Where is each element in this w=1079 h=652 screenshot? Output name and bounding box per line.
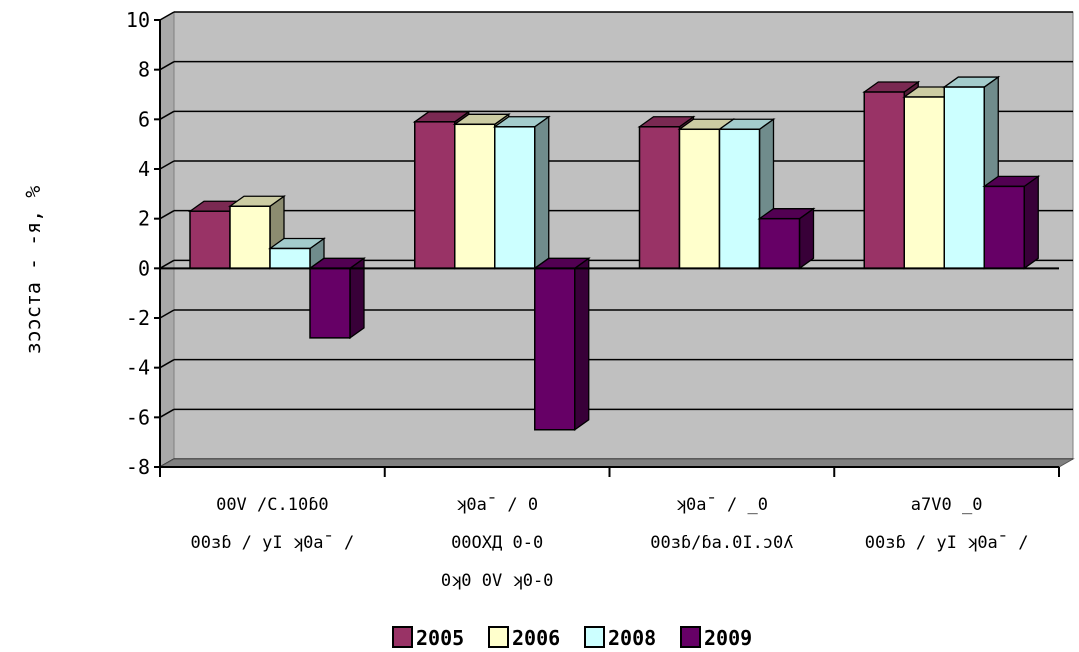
gridline-side bbox=[159, 210, 175, 220]
bar-front bbox=[678, 128, 721, 270]
y-tick-label: 0 bbox=[138, 256, 150, 280]
bar-front bbox=[983, 185, 1025, 270]
gridline-side bbox=[159, 61, 175, 71]
bar-front bbox=[414, 121, 456, 270]
bar-front bbox=[718, 128, 761, 270]
y-tick-label: 6 bbox=[138, 107, 150, 131]
legend-swatch bbox=[680, 626, 701, 648]
bar-front bbox=[638, 126, 681, 270]
bar-2009 bbox=[757, 207, 816, 270]
y-tick-label: 4 bbox=[138, 157, 150, 181]
y-tick-label: 10 bbox=[126, 8, 150, 32]
bar-front bbox=[229, 205, 271, 270]
gridline-side bbox=[159, 359, 175, 369]
bar-front bbox=[903, 96, 945, 270]
gridline-side bbox=[159, 309, 175, 319]
x-axis: 00V /C.10ɓ0 00ɜɓ / yI ʞ0a¯ / ʞ0a¯ / 0 00OXД… bbox=[159, 267, 1060, 591]
bar-front bbox=[269, 247, 311, 270]
bar-side bbox=[574, 257, 590, 432]
x-tick-label: 00OXД 0-0 bbox=[451, 533, 543, 553]
bar-front bbox=[494, 126, 536, 270]
legend-label: 2005 bbox=[416, 626, 464, 650]
legend-swatch bbox=[584, 626, 605, 648]
legend: 2005 2006 2008 2009 bbox=[392, 626, 752, 650]
bar-front bbox=[758, 217, 801, 270]
bar-front bbox=[534, 267, 576, 431]
bar-2009 bbox=[307, 257, 367, 340]
x-tick-label: ʞ0a¯ / _0 bbox=[676, 495, 768, 515]
x-tick-label: 00ɜɓ/ɓa.0I.ɔ0ʎ bbox=[650, 533, 793, 553]
x-tick-label: a7V0 _0 bbox=[911, 495, 983, 515]
legend-label: 2009 bbox=[704, 626, 752, 650]
bar-2009 bbox=[982, 175, 1041, 270]
bar-side bbox=[349, 257, 365, 340]
gridline-side bbox=[159, 11, 175, 21]
y-tick-label: -4 bbox=[126, 356, 150, 380]
x-tick-label: 00V /C.10ɓ0 bbox=[216, 495, 329, 515]
bars bbox=[187, 75, 1041, 432]
y-tick-label: 2 bbox=[138, 207, 150, 231]
x-tick-label: 00ɜɓ / yI ʞ0a¯ / bbox=[190, 533, 354, 553]
legend-swatch bbox=[488, 626, 509, 648]
bar-front bbox=[943, 86, 985, 270]
y-tick-label: 8 bbox=[138, 58, 150, 82]
side-wall bbox=[159, 11, 175, 468]
y-tick-label: -2 bbox=[126, 306, 150, 330]
gridline-side bbox=[159, 408, 175, 418]
bar-front bbox=[309, 267, 351, 339]
bar-2008 bbox=[267, 237, 327, 270]
bar-side bbox=[534, 115, 550, 270]
bar-front bbox=[454, 123, 496, 270]
plot-floor bbox=[158, 458, 1075, 468]
x-tick-label: ʞ0a¯ / 0 bbox=[456, 495, 538, 515]
bar-front bbox=[863, 91, 905, 270]
y-tick-label: -6 bbox=[126, 405, 150, 429]
y-axis-title: ɜɔɔcтa - -я, % bbox=[21, 186, 45, 355]
x-tick-label: 00ɜɓ / yI ʞ0a¯ / bbox=[865, 533, 1029, 553]
y-tick-label: -8 bbox=[126, 455, 150, 479]
bar-side bbox=[1023, 175, 1039, 270]
bar-2008 bbox=[492, 115, 551, 270]
legend-label: 2006 bbox=[512, 626, 560, 650]
gridline-side bbox=[159, 259, 175, 269]
gridline-side bbox=[159, 160, 175, 170]
x-tick-label: 0ʞ0 0V ʞ0-0 bbox=[441, 571, 554, 591]
floor bbox=[158, 458, 1075, 468]
bar-front bbox=[189, 210, 231, 270]
bar-2009 bbox=[532, 257, 591, 432]
legend-label: 2008 bbox=[608, 626, 656, 650]
gridline-side bbox=[159, 110, 175, 120]
legend-swatch bbox=[392, 626, 413, 648]
y-axis: -8 -6 -4 -2 0 2 4 6 8 10 bbox=[126, 8, 161, 479]
